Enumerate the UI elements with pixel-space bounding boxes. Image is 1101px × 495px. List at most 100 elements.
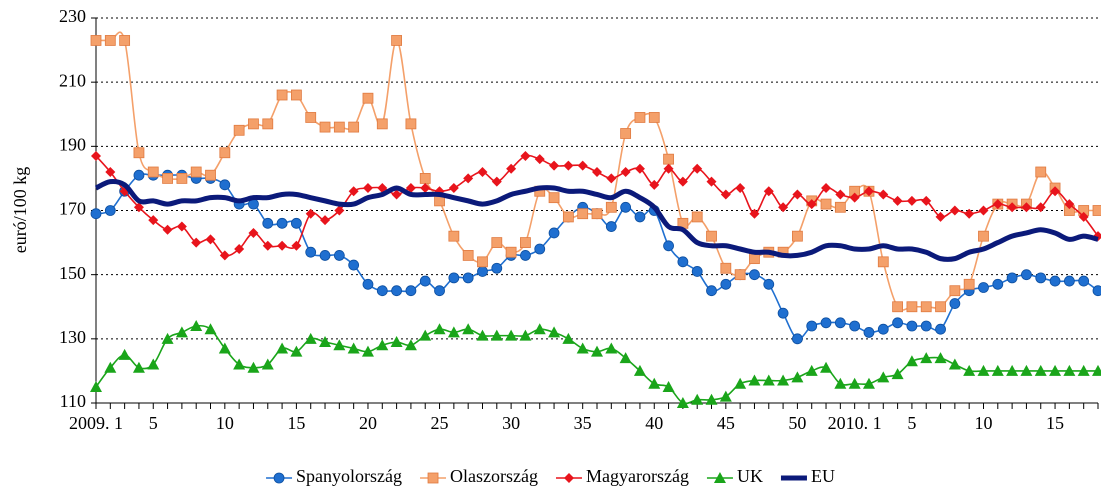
marker: [648, 112, 660, 123]
marker: [290, 345, 303, 357]
marker: [834, 377, 847, 389]
marker: [992, 278, 1004, 290]
marker: [448, 272, 460, 284]
marker: [877, 371, 890, 383]
x-tick-label: 2010. 1: [828, 413, 882, 433]
marker: [676, 397, 689, 408]
marker: [749, 253, 760, 265]
marker: [649, 179, 660, 190]
marker: [562, 332, 575, 344]
marker: [977, 364, 990, 376]
marker: [963, 278, 975, 290]
marker: [248, 118, 259, 130]
marker: [863, 327, 875, 338]
marker: [333, 121, 345, 133]
marker: [376, 118, 388, 130]
marker: [262, 118, 274, 130]
marker: [204, 323, 217, 335]
marker: [190, 320, 203, 331]
marker: [447, 326, 460, 338]
marker: [577, 160, 588, 171]
marker: [806, 320, 818, 332]
legend-label: UK: [737, 466, 763, 486]
marker: [520, 237, 531, 248]
marker: [877, 323, 889, 335]
marker: [605, 201, 617, 213]
x-tick-label: 45: [717, 413, 735, 433]
marker: [1035, 166, 1047, 178]
marker: [277, 240, 288, 251]
marker: [577, 208, 589, 220]
marker: [691, 393, 704, 405]
marker: [592, 167, 602, 177]
marker: [90, 380, 102, 392]
marker: [906, 301, 918, 313]
marker: [505, 329, 518, 341]
marker: [427, 472, 439, 484]
marker: [333, 339, 346, 351]
legend-label: Olaszország: [450, 466, 538, 486]
x-tick-label: 20: [359, 413, 377, 433]
marker: [549, 160, 560, 171]
marker: [878, 189, 889, 200]
marker: [1006, 364, 1019, 376]
marker: [462, 272, 474, 284]
marker: [448, 183, 459, 194]
marker: [821, 183, 832, 194]
marker: [1093, 231, 1101, 242]
x-tick-label: 5: [149, 413, 158, 433]
marker: [391, 285, 403, 297]
marker: [606, 173, 617, 184]
marker: [706, 176, 717, 187]
marker: [348, 121, 360, 133]
marker: [419, 173, 431, 184]
legend-item: Magyarország: [555, 466, 689, 486]
x-tick-label: 15: [1046, 413, 1064, 433]
marker: [205, 234, 216, 245]
marker: [591, 345, 603, 357]
marker: [319, 250, 331, 261]
marker: [1078, 211, 1089, 222]
x-tick-label: 10: [216, 413, 234, 433]
marker: [634, 211, 646, 223]
marker: [964, 208, 975, 219]
legend-item: EU: [780, 466, 835, 486]
marker: [262, 217, 274, 229]
marker: [233, 124, 245, 136]
marker: [276, 217, 288, 229]
marker: [949, 285, 961, 297]
y-tick-label: 210: [59, 70, 86, 90]
marker: [735, 183, 746, 194]
marker: [548, 192, 560, 204]
marker: [376, 339, 389, 351]
marker: [334, 205, 345, 216]
marker: [505, 246, 517, 258]
legend-label: Magyarország: [586, 466, 689, 486]
marker: [935, 301, 946, 313]
marker: [648, 377, 661, 389]
marker: [1006, 272, 1018, 284]
marker: [247, 361, 260, 373]
marker: [391, 189, 402, 200]
marker: [706, 285, 717, 297]
marker: [273, 472, 285, 484]
marker: [90, 35, 102, 46]
marker: [420, 183, 431, 194]
marker: [104, 35, 116, 46]
marker: [319, 121, 331, 133]
marker: [849, 320, 861, 332]
marker: [434, 285, 445, 297]
x-tick-label: 35: [574, 413, 592, 433]
marker: [118, 348, 131, 360]
marker: [463, 173, 474, 184]
marker: [462, 323, 475, 335]
marker: [506, 163, 517, 174]
marker: [234, 244, 245, 254]
marker: [692, 163, 703, 174]
series-line: [95, 324, 1098, 405]
marker: [892, 317, 903, 329]
marker: [1092, 364, 1101, 376]
marker: [777, 307, 789, 319]
marker: [176, 173, 188, 184]
marker: [348, 186, 359, 197]
